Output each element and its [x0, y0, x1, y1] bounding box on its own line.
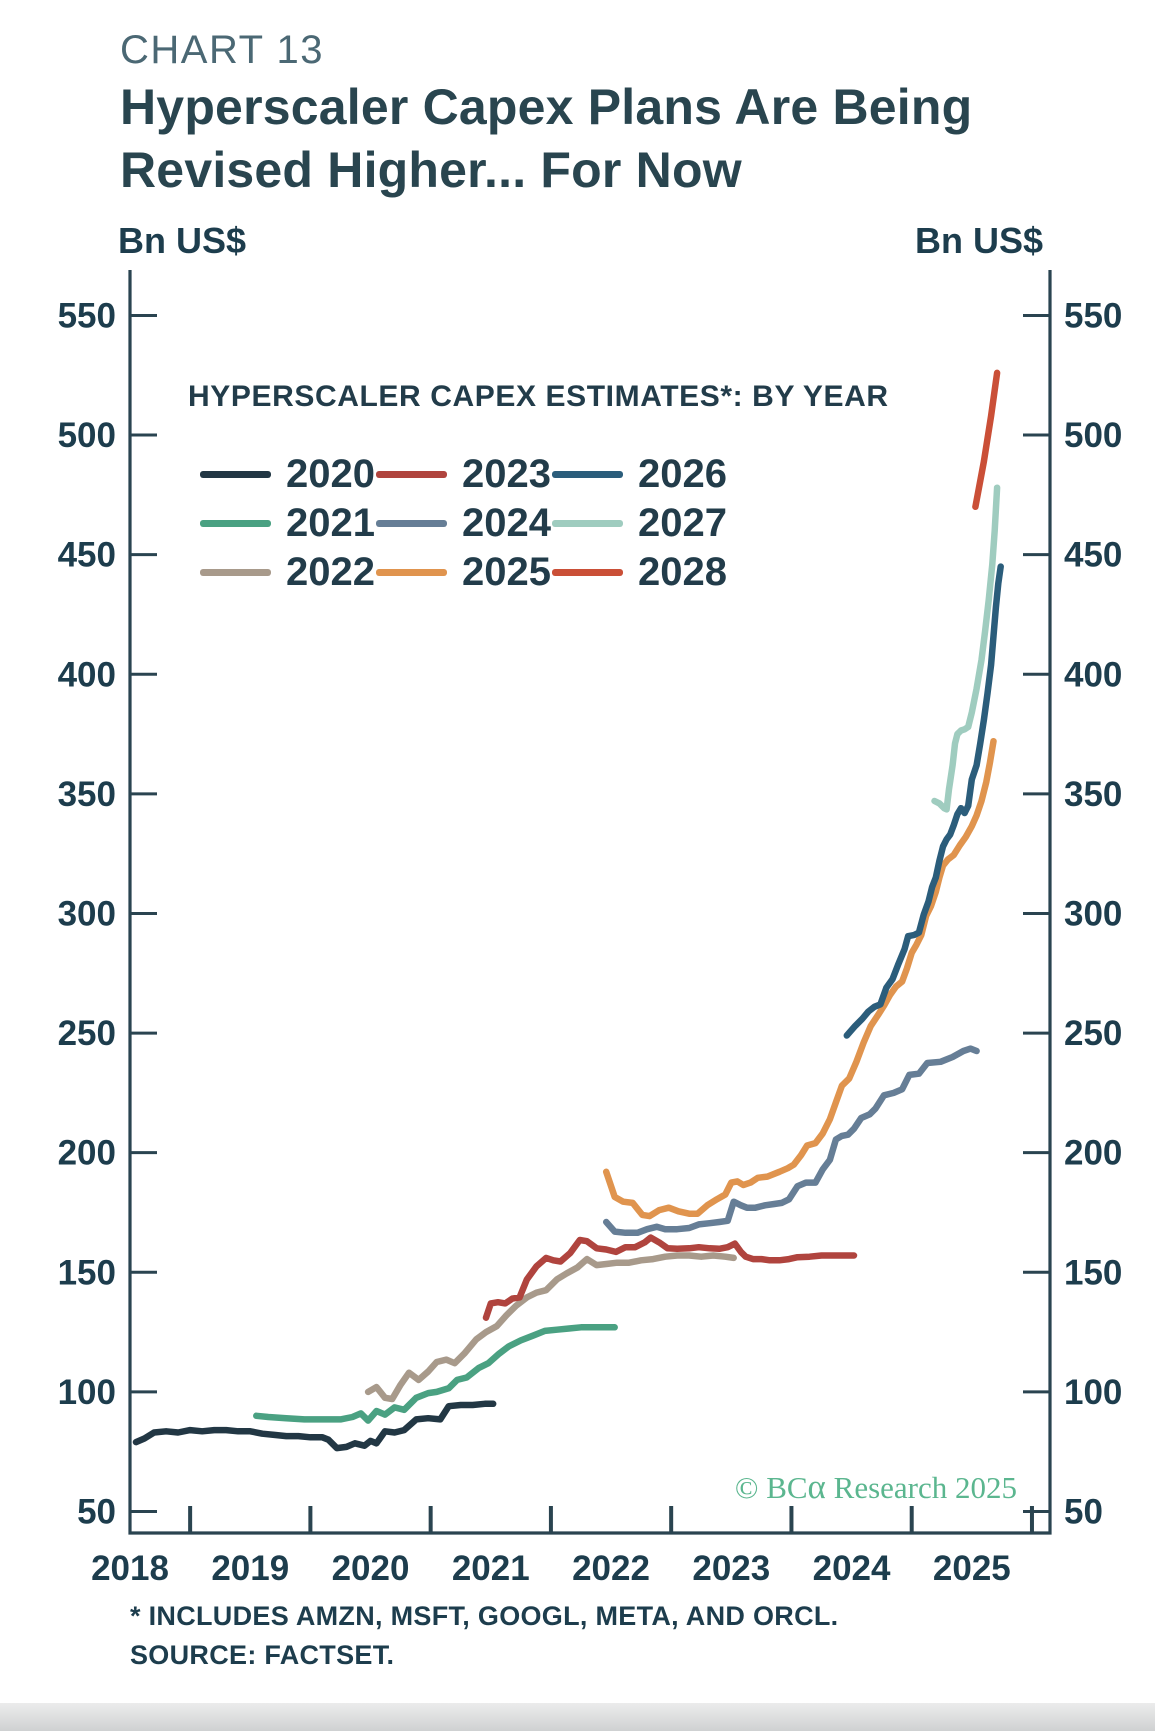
- legend: HYPERSCALER CAPEX ESTIMATES*: BY YEAR 20…: [188, 380, 889, 601]
- y-axis-unit-left: Bn US$: [118, 220, 247, 261]
- legend-item-2025: 2025: [376, 550, 552, 595]
- y-tick-label-left: 200: [58, 1134, 116, 1173]
- legend-item-2028: 2028: [552, 550, 728, 595]
- copyright-text: © BCα Research 2025: [735, 1467, 1017, 1507]
- legend-swatch-2022: [200, 568, 271, 576]
- page-bottom-edge: [0, 1703, 1155, 1731]
- legend-row: 2022 2025 2028: [200, 550, 889, 595]
- legend-year-label: 2027: [638, 500, 727, 545]
- axis-frame: [128, 270, 1052, 1535]
- y-tick-label-left: 150: [58, 1253, 116, 1292]
- legend-year-label: 2022: [286, 549, 375, 594]
- legend-item-2027: 2027: [552, 501, 728, 546]
- y-tick-label-right: 300: [1064, 894, 1122, 933]
- x-tick-label: 2024: [813, 1549, 891, 1588]
- chart-title-line-2: Revised Higher... For Now: [120, 142, 742, 198]
- y-tick-label-right: 350: [1064, 775, 1122, 814]
- series-line-2021: [253, 1324, 618, 1424]
- legend-year-label: 2024: [462, 500, 551, 545]
- y-tick-label-left: 300: [58, 894, 116, 933]
- series-line-2020: [132, 1400, 497, 1452]
- chart-title-line-1: Hyperscaler Capex Plans Are Being: [120, 79, 973, 135]
- x-tick-label: 2023: [692, 1549, 770, 1588]
- footnote-includes: * INCLUDES AMZN, MSFT, GOOGL, META, AND …: [130, 1601, 839, 1631]
- y-axis-unit-right: Bn US$: [914, 220, 1043, 261]
- x-tick-label: 2022: [572, 1549, 650, 1588]
- legend-swatch-2021: [200, 519, 271, 527]
- legend-year-label: 2020: [286, 451, 375, 496]
- legend-year-label: 2023: [462, 451, 551, 496]
- legend-year-label: 2025: [462, 549, 551, 594]
- legend-item-2020: 2020: [200, 452, 376, 497]
- legend-rows: 2020 2023 2026 2021 2024 2027 2022 2025 2028: [188, 452, 889, 595]
- legend-swatch-2028: [552, 568, 623, 576]
- footnote-source: SOURCE: FACTSET.: [130, 1640, 395, 1670]
- y-tick-label-left: 250: [58, 1014, 116, 1053]
- y-tick-label-right: 500: [1064, 416, 1122, 455]
- copyright-prefix: © BC: [734, 1470, 808, 1505]
- series-line-2023: [482, 1234, 858, 1321]
- legend-row: 2021 2024 2027: [200, 501, 889, 546]
- y-tick-label-left: 400: [58, 655, 116, 694]
- legend-title: HYPERSCALER CAPEX ESTIMATES*: BY YEAR: [188, 380, 889, 413]
- legend-year-label: 2028: [638, 549, 727, 594]
- legend-swatch-2027: [552, 519, 623, 527]
- y-tick-label-right: 450: [1064, 536, 1122, 575]
- y-tick-label-right: 550: [1064, 296, 1122, 335]
- series-line-2022: [364, 1252, 737, 1403]
- series-line-2026: [843, 563, 1004, 1039]
- legend-year-label: 2026: [638, 451, 727, 496]
- y-tick-label-right: 200: [1064, 1134, 1122, 1173]
- y-tick-label-left: 550: [58, 296, 116, 335]
- x-tick-label: 2018: [91, 1549, 169, 1588]
- x-tick-label: 2019: [211, 1549, 289, 1588]
- legend-swatch-2020: [200, 470, 271, 478]
- legend-item-2021: 2021: [200, 501, 376, 546]
- legend-year-label: 2021: [286, 500, 375, 545]
- x-tick-label: 2021: [452, 1549, 530, 1588]
- y-tick-label-right: 250: [1064, 1014, 1122, 1053]
- legend-item-2022: 2022: [200, 550, 376, 595]
- legend-row: 2020 2023 2026: [200, 452, 889, 497]
- footnotes: * INCLUDES AMZN, MSFT, GOOGL, META, AND …: [130, 1597, 838, 1675]
- legend-swatch-2024: [376, 519, 447, 527]
- legend-item-2023: 2023: [376, 452, 552, 497]
- series-line-2025: [602, 737, 997, 1220]
- y-tick-label-right: 100: [1064, 1373, 1122, 1412]
- x-tick-label: 2020: [332, 1549, 410, 1588]
- y-tick-label-left: 500: [58, 416, 116, 455]
- series-line-2028: [972, 369, 1001, 511]
- y-tick-label-left: 450: [58, 536, 116, 575]
- copyright-suffix: Research 2025: [825, 1470, 1017, 1505]
- y-tick-label-left: 350: [58, 775, 116, 814]
- chart-title: Hyperscaler Capex Plans Are Being Revise…: [120, 76, 972, 202]
- legend-swatch-2023: [376, 470, 447, 478]
- bca-alpha-glyph: α: [807, 1467, 826, 1506]
- legend-item-2026: 2026: [552, 452, 728, 497]
- y-tick-label-right: 50: [1064, 1492, 1103, 1531]
- y-tick-label-right: 400: [1064, 655, 1122, 694]
- series-line-2027: [931, 484, 1001, 813]
- x-tick-label: 2025: [933, 1549, 1011, 1588]
- y-tick-label-left: 100: [58, 1373, 116, 1412]
- legend-item-2024: 2024: [376, 501, 552, 546]
- y-tick-label-right: 150: [1064, 1253, 1122, 1292]
- legend-swatch-2025: [376, 568, 447, 576]
- y-tick-label-left: 50: [77, 1492, 116, 1531]
- legend-swatch-2026: [552, 470, 623, 478]
- series-line-2024: [602, 1045, 980, 1237]
- chart-number: CHART 13: [120, 28, 324, 72]
